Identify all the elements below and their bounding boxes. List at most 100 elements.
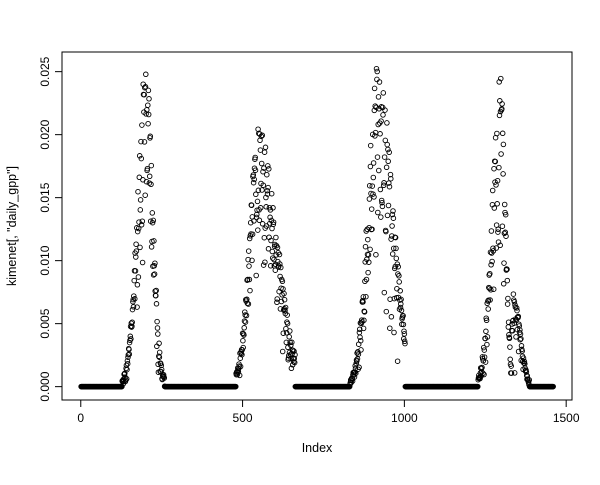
data-point [136,174,143,181]
data-point [370,174,377,181]
data-point [483,328,489,335]
data-point [400,321,407,328]
data-point [141,139,148,145]
data-point [138,222,145,228]
data-point [510,317,516,324]
data-point [268,237,274,244]
data-point [240,337,246,344]
data-point [513,334,519,340]
data-point [354,358,360,364]
data-point [268,190,275,197]
data-point [143,71,149,78]
x-tick-label: 1500 [553,411,580,425]
data-point [487,249,494,255]
data-point [259,187,265,193]
data-point [365,269,371,276]
data-point [374,76,380,83]
data-point [145,120,151,127]
data-point [146,96,152,102]
data-point [251,218,257,224]
data-point [255,187,262,194]
data-point [249,231,256,237]
data-point [487,297,493,303]
data-point [277,306,284,312]
data-point [496,79,502,85]
data-point [519,348,525,354]
data-point [384,141,390,148]
data-point [149,210,156,216]
data-point [129,319,135,325]
plot-box [61,51,573,401]
data-point [504,277,511,284]
data-point [241,325,247,331]
data-point [256,217,263,224]
data-point [260,168,266,175]
data-point [259,132,266,139]
data-point [147,133,154,140]
data-point [505,295,511,302]
data-point [263,194,269,201]
data-point [496,112,503,119]
data-point [245,248,252,254]
data-point [380,90,387,96]
data-point [237,363,244,370]
data-point [392,234,399,241]
data-point [133,248,140,254]
data-point [490,245,496,251]
data-point [236,372,243,379]
data-point [246,276,253,283]
data-point [137,197,144,203]
data-point [375,121,381,128]
data-point [270,219,277,225]
data-point [235,369,242,375]
data-point [288,365,295,372]
data-point [396,279,402,285]
data-point [396,273,402,279]
data-point [253,272,259,279]
data-point [385,158,391,165]
data-point [480,344,487,351]
y-tick-label: 0.020 [38,119,52,149]
data-point [526,377,533,383]
data-point [291,359,298,366]
data-point [142,192,148,198]
data-point [369,226,375,232]
data-point [379,203,386,210]
data-point [124,358,131,364]
data-point [502,229,509,236]
data-point [511,299,518,305]
data-point [394,261,401,267]
data-point [372,103,378,109]
data-point [279,348,286,355]
data-point [130,304,137,310]
data-point [251,176,257,183]
data-point [377,131,383,137]
axes: 0 500 1000 1500 0.000 0.005 0.010 0.015 0.020 0.0… [38,51,580,425]
data-point [381,289,388,296]
data-point [148,162,155,169]
data-point [380,112,386,118]
data-point [257,147,264,153]
data-point [397,304,404,311]
data-point [388,175,394,182]
data-point [290,347,296,354]
data-point [136,153,143,159]
data-point [265,163,271,169]
data-point [262,259,268,265]
data-point [145,111,152,118]
data-point [287,339,293,346]
data-point [381,154,388,160]
data-point [514,307,520,314]
data-point [125,354,131,360]
data-point [356,326,363,333]
data-point [483,317,490,324]
data-point [135,225,142,232]
data-point [517,336,523,343]
data-point [291,348,297,354]
data-point [401,338,408,345]
y-tick-label: 0.010 [38,245,52,275]
data-point [506,332,512,338]
data-point [245,256,251,263]
data-point [360,325,367,332]
data-point [139,122,145,128]
